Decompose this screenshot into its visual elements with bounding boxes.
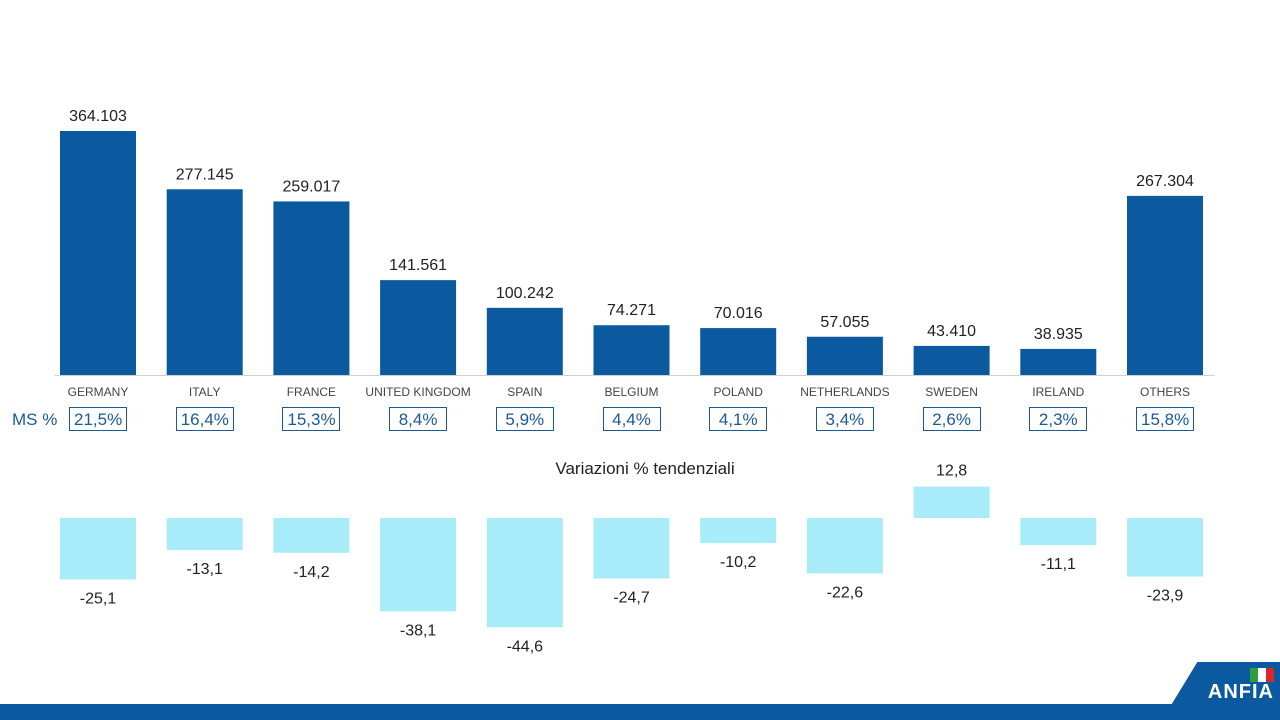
- category-label: POLAND: [714, 385, 764, 399]
- bar: [380, 280, 457, 375]
- data-label: 43.410: [927, 323, 976, 340]
- bar: [1020, 348, 1097, 375]
- bar: [486, 307, 563, 375]
- variation-label: 12,8: [936, 463, 967, 480]
- category-label: BELGIUM: [604, 385, 658, 399]
- value-labels: 364.103 277.145 259.017 141.561 100.242 74.27…: [69, 108, 1194, 343]
- footer-bar: [0, 704, 1280, 720]
- data-label: 259.017: [282, 178, 340, 195]
- variation-bar: [60, 518, 136, 580]
- data-label: 364.103: [69, 108, 127, 125]
- variation-bar: [593, 518, 670, 579]
- variation-bar: [380, 518, 457, 612]
- variation-label: -38,1: [400, 622, 437, 639]
- variation-label: -25,1: [80, 590, 117, 607]
- variation-bar: [1127, 518, 1203, 577]
- data-label: 57.055: [820, 314, 869, 331]
- bar: [1127, 195, 1203, 375]
- bar: [700, 328, 777, 375]
- variation-bar: [1020, 518, 1097, 546]
- bar-series: [55, 131, 1215, 376]
- category-label: OTHERS: [1140, 385, 1190, 399]
- ms-value-box: 8,4%: [389, 407, 448, 431]
- category-labels: GERMANY ITALY FRANCE UNITED KINGDOM SPAIN BEL…: [68, 385, 1190, 399]
- category-label: ITALY: [189, 385, 221, 399]
- category-label: UNITED KINGDOM: [365, 385, 470, 399]
- variation-bar: [700, 518, 777, 543]
- ms-value-box: 21,5%: [69, 407, 127, 431]
- variation-label: -11,1: [1041, 556, 1076, 573]
- ms-value-box: 5,9%: [495, 407, 554, 431]
- bar: [60, 131, 136, 375]
- category-label: SWEDEN: [925, 385, 978, 399]
- variation-label: -44,6: [507, 638, 544, 655]
- data-label: 100.242: [496, 285, 554, 302]
- category-label: GERMANY: [68, 385, 129, 399]
- variation-labels: -25,1 -13,1 -14,2 -38,1 -44,6 -24,7 -10,2 -22,6…: [80, 463, 1184, 656]
- ms-value-box: 2,3%: [1029, 407, 1088, 431]
- ms-value-box: 4,4%: [602, 407, 661, 431]
- variation-bar: [913, 486, 990, 518]
- bar: [913, 345, 990, 375]
- data-label: 38.935: [1034, 326, 1083, 343]
- variation-bar-series: [60, 486, 1203, 628]
- bar: [273, 201, 350, 375]
- anfia-logo: ANFIA: [1207, 681, 1274, 703]
- italy-flag-icon: [1250, 668, 1274, 682]
- ms-label: MS %: [12, 410, 58, 429]
- data-label: 74.271: [607, 302, 656, 319]
- data-label: 141.561: [389, 257, 447, 274]
- category-label: IRELAND: [1032, 385, 1084, 399]
- ms-value-box: 15,8%: [1136, 407, 1194, 431]
- variation-label: -14,2: [293, 564, 330, 581]
- ms-value-box: 3,4%: [815, 407, 874, 431]
- data-label: 70.016: [714, 305, 763, 322]
- variation-label: -24,7: [613, 590, 650, 607]
- variation-bar: [806, 518, 883, 574]
- variation-bar: [273, 518, 350, 553]
- ms-value-box: 15,3%: [282, 407, 341, 431]
- variation-label: -23,9: [1147, 588, 1184, 605]
- ms-value-box: 4,1%: [709, 407, 768, 431]
- bar: [593, 325, 670, 375]
- variation-bar: [486, 518, 563, 628]
- variation-label: -13,1: [186, 561, 223, 578]
- variation-title: Variazioni % tendenziali: [555, 459, 735, 478]
- category-label: FRANCE: [287, 385, 336, 399]
- data-label: 267.304: [1136, 173, 1194, 190]
- variation-label: -22,6: [827, 584, 864, 601]
- ms-value-box: 2,6%: [922, 407, 981, 431]
- ms-value-box: 16,4%: [175, 407, 234, 431]
- bar: [806, 336, 883, 375]
- variation-bar: [166, 518, 243, 551]
- category-label: NETHERLANDS: [800, 385, 889, 399]
- bar: [166, 189, 243, 375]
- category-label: SPAIN: [507, 385, 542, 399]
- data-label: 277.145: [176, 166, 234, 183]
- variation-label: -10,2: [720, 554, 757, 571]
